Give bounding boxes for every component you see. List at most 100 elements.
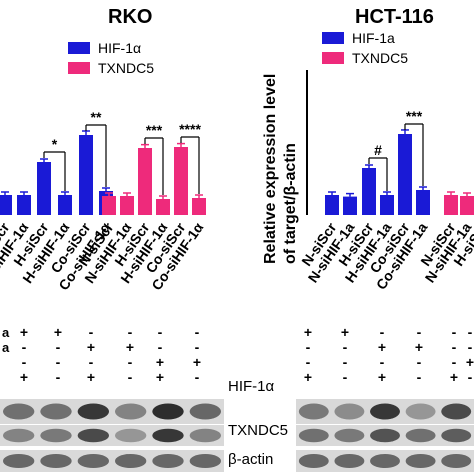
blot-band: [298, 428, 329, 443]
blot-sign: -: [468, 369, 473, 385]
blot-sign: -: [89, 354, 94, 370]
blot-label-hif: HIF-1α: [228, 378, 275, 395]
significance-marker: *: [52, 136, 58, 152]
blot-band: [405, 453, 436, 469]
bar: [102, 196, 116, 215]
blot-band: [40, 453, 72, 469]
bar: [362, 168, 376, 215]
blot-band: [189, 453, 222, 469]
blot-band: [152, 428, 184, 443]
blot-sign: +: [20, 324, 28, 340]
bar: [325, 195, 339, 215]
blot-sign: -: [195, 324, 200, 340]
blot-band: [298, 403, 329, 420]
blot-sign: +: [466, 354, 474, 370]
legend-txndc5-label: TXNDC5: [98, 60, 155, 76]
blot-sign: +: [54, 324, 62, 340]
blot-sign: +: [341, 324, 349, 340]
significance-marker: ***: [146, 122, 163, 138]
blot-sign: -: [56, 369, 61, 385]
blot-sign: -: [417, 354, 422, 370]
blot-sign: -: [417, 369, 422, 385]
bar: [192, 198, 206, 215]
blot-band: [152, 403, 184, 420]
blot-sign: +: [193, 354, 201, 370]
blot-sign: -: [343, 339, 348, 355]
blot-band: [370, 428, 400, 443]
blot-band: [114, 403, 147, 420]
blot-band: [77, 453, 110, 469]
legend-hif-label: HIF-1a: [352, 30, 395, 46]
blot-band: [370, 403, 400, 420]
blot-band: [441, 453, 472, 469]
blot-band: [441, 428, 472, 443]
blot-band: [2, 453, 35, 469]
blot-sign: -: [452, 324, 457, 340]
blot-band: [334, 453, 365, 469]
legend-hif-label: HIF-1α: [98, 40, 142, 56]
blot-sign: -: [158, 324, 163, 340]
rko-title: RKO: [108, 6, 153, 28]
blot-sign: +: [415, 339, 423, 355]
blot-band: [334, 403, 365, 420]
blot-sign: -: [343, 369, 348, 385]
blot-band: [189, 428, 222, 443]
blot-sign: +: [87, 339, 95, 355]
legend-swatch-hif: [68, 42, 90, 54]
bar: [444, 195, 458, 215]
bar: [58, 195, 72, 215]
blot-sign: -: [128, 369, 133, 385]
blot-sign: -: [468, 324, 473, 340]
blot-sign: -: [22, 354, 27, 370]
bar: [343, 196, 357, 215]
bar: [398, 134, 412, 215]
blot-sign: -: [56, 354, 61, 370]
blot-sign: -: [158, 339, 163, 355]
rko-legend: HIF-1α TXNDC5: [68, 38, 154, 78]
blot-sign: -: [468, 339, 473, 355]
blot-band: [2, 428, 35, 443]
blot-label-bactin: β-actin: [228, 451, 274, 468]
blot-sign: +: [126, 339, 134, 355]
blot-sign: -: [128, 354, 133, 370]
blot-sign: +: [87, 369, 95, 385]
bar: [79, 135, 93, 215]
bar: [156, 199, 170, 215]
blot-sign: -: [306, 354, 311, 370]
blot-band: [405, 403, 436, 420]
blot-band: [77, 403, 110, 420]
blot-sign: -: [195, 339, 200, 355]
blot-label-txndc5: TXNDC5: [228, 422, 289, 439]
blot-sign: -: [306, 339, 311, 355]
significance-marker: ***: [406, 108, 423, 124]
significance-marker: #: [374, 142, 382, 158]
blot-sign: +: [450, 369, 458, 385]
blot-band: [405, 428, 436, 443]
blot-band: [114, 453, 147, 469]
blot-band: [114, 428, 147, 443]
blot-row-label: a: [2, 325, 10, 340]
bar: [120, 196, 134, 215]
bar: [138, 148, 152, 215]
bar: [460, 196, 474, 215]
blot-sign: +: [156, 369, 164, 385]
blot-band: [298, 453, 329, 469]
blot-sign: +: [304, 369, 312, 385]
blot-band: [77, 428, 110, 443]
blot-band: [334, 428, 365, 443]
blot-band: [152, 453, 184, 469]
bar: [380, 195, 394, 215]
blot-sign: +: [156, 354, 164, 370]
legend-swatch-txndc5: [322, 52, 344, 64]
hct116-legend: HIF-1a TXNDC5: [322, 28, 408, 68]
blot-sign: +: [378, 339, 386, 355]
blot-row-label: a: [2, 340, 10, 355]
bar: [174, 147, 188, 215]
bar: [0, 195, 12, 215]
legend-swatch-txndc5: [68, 62, 90, 74]
blot-sign: +: [20, 369, 28, 385]
blot-sign: -: [452, 354, 457, 370]
bar: [17, 195, 31, 215]
blot-band: [40, 403, 72, 420]
